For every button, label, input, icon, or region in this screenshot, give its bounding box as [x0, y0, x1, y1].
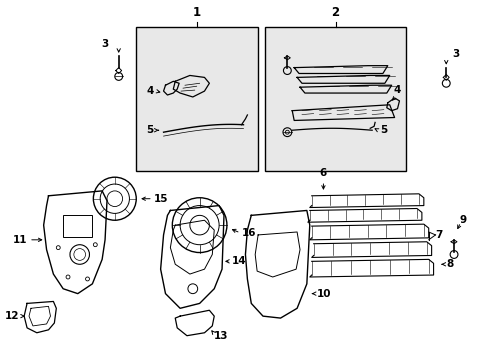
- Text: 7: 7: [435, 230, 442, 240]
- Text: 10: 10: [316, 289, 330, 299]
- Text: 15: 15: [154, 194, 168, 204]
- Text: 16: 16: [241, 228, 256, 238]
- Text: 14: 14: [231, 256, 246, 266]
- Text: 6: 6: [319, 168, 326, 178]
- Text: 9: 9: [459, 215, 466, 225]
- Text: 5: 5: [146, 125, 154, 135]
- Text: 4: 4: [393, 85, 400, 95]
- Text: 11: 11: [13, 235, 27, 245]
- Text: 3: 3: [451, 49, 459, 59]
- Bar: [63, 215, 92, 237]
- Text: 4: 4: [146, 86, 154, 96]
- Text: 1: 1: [193, 6, 201, 19]
- Text: 8: 8: [446, 259, 452, 269]
- Text: 3: 3: [101, 39, 108, 49]
- Bar: [264, 27, 406, 171]
- Bar: [136, 27, 258, 171]
- Text: 5: 5: [379, 125, 386, 135]
- Text: 12: 12: [5, 311, 19, 321]
- Text: 13: 13: [214, 331, 228, 341]
- Text: 2: 2: [331, 6, 339, 19]
